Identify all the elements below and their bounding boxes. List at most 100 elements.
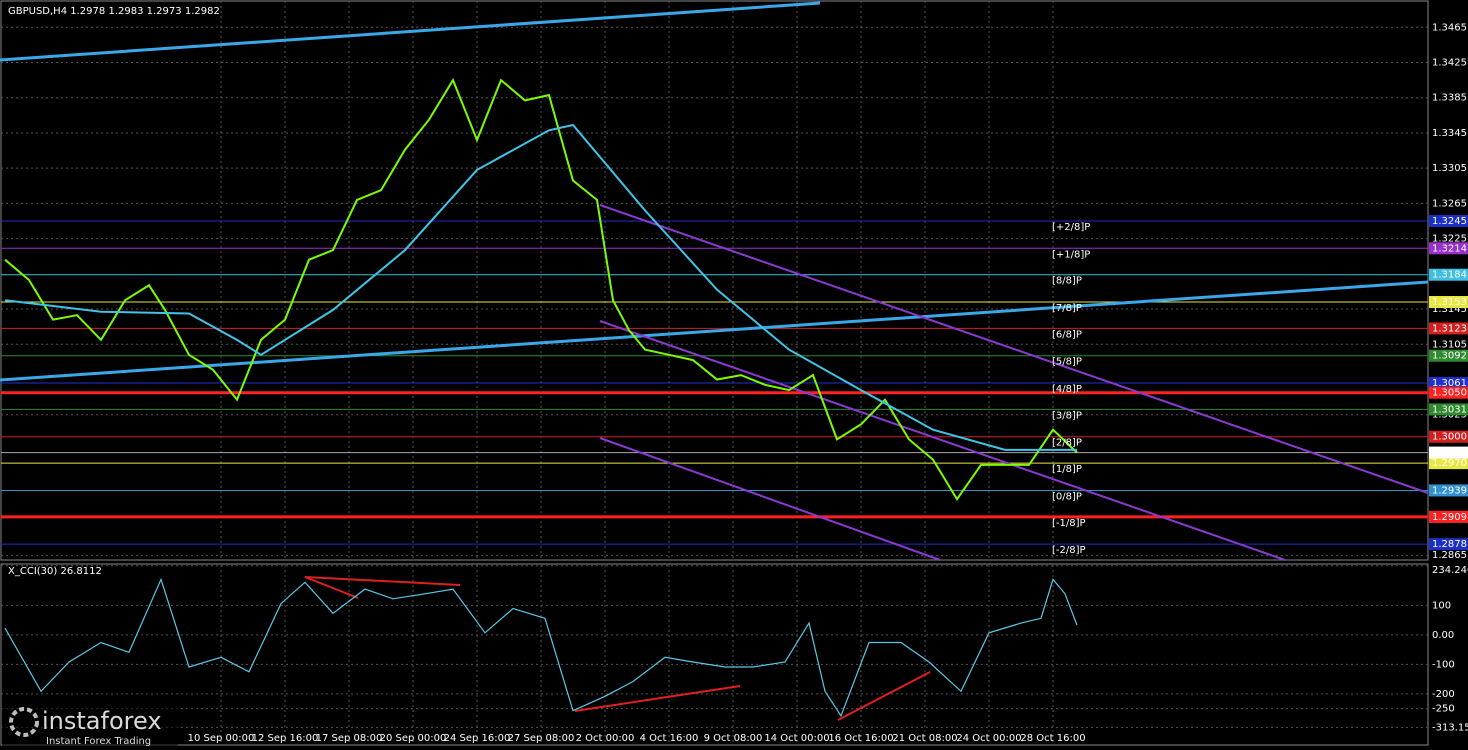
price-box-label: 1.3123 bbox=[1432, 323, 1467, 334]
trend-lines bbox=[0, 1, 1429, 721]
open: 1.2978 bbox=[70, 6, 105, 17]
y-tick-label: -250 bbox=[1432, 704, 1455, 715]
low: 1.2973 bbox=[147, 6, 182, 17]
trend-line bbox=[0, 280, 1429, 382]
y-tick-label: 1.3425 bbox=[1432, 58, 1467, 69]
price-box bbox=[1429, 510, 1468, 523]
level-label: [-2/8]P bbox=[1052, 545, 1086, 556]
channel-line bbox=[599, 320, 1286, 561]
price-box bbox=[1429, 349, 1468, 362]
level-label: [0/8]P bbox=[1052, 491, 1082, 502]
price-box bbox=[1429, 484, 1468, 497]
x-tick-label: 28 Oct 16:00 bbox=[1020, 733, 1085, 744]
grid bbox=[1, 1, 1428, 745]
price-box-label: 1.3092 bbox=[1432, 351, 1467, 362]
x-tick-label: 24 Sep 16:00 bbox=[444, 733, 511, 744]
price-box bbox=[1429, 268, 1468, 281]
price-box-label: 1.3245 bbox=[1432, 216, 1467, 227]
level-label: [5/8]P bbox=[1052, 357, 1082, 368]
tagline: Instant Forex Trading bbox=[46, 736, 151, 747]
price-box bbox=[1429, 296, 1468, 309]
y-tick-label: 1.3345 bbox=[1432, 128, 1467, 139]
level-label: [-1/8]P bbox=[1052, 518, 1086, 529]
level-label: [4/8]P bbox=[1052, 384, 1082, 395]
price-box bbox=[1429, 215, 1468, 228]
series-line bbox=[4, 77, 1078, 502]
last-price-label: 1.2982 bbox=[1432, 448, 1467, 459]
x-tick-label: 10 Sep 00:00 bbox=[188, 733, 255, 744]
channel-line bbox=[599, 437, 941, 561]
chart-title: GBPUSD,H4 1.2978 1.2983 1.2973 1.2982 bbox=[8, 6, 220, 17]
divergence-line bbox=[304, 576, 359, 599]
level-label: [6/8]P bbox=[1052, 329, 1082, 340]
price-box bbox=[1429, 386, 1468, 399]
price-box-label: 1.3050 bbox=[1432, 388, 1467, 399]
price-box-label: 1.2970 bbox=[1432, 458, 1467, 469]
price-panel bbox=[0, 0, 1429, 561]
price-box-label: 1.3061 bbox=[1432, 378, 1467, 389]
series-line bbox=[4, 577, 1078, 718]
x-tick-label: 9 Oct 08:00 bbox=[704, 733, 763, 744]
price-box-label: 1.3153 bbox=[1432, 297, 1467, 308]
y-tick-label: 1.3305 bbox=[1432, 163, 1467, 174]
x-tick-label: 16 Oct 16:00 bbox=[828, 733, 893, 744]
price-box bbox=[1429, 377, 1468, 390]
y-tick-label: 1.3385 bbox=[1432, 93, 1467, 104]
price-box bbox=[1429, 322, 1468, 335]
x-tick-label: 14 Oct 00:00 bbox=[764, 733, 829, 744]
brand: instaforex bbox=[42, 707, 162, 735]
price-box-label: 1.3184 bbox=[1432, 270, 1467, 281]
x-tick-label: 20 Sep 00:00 bbox=[380, 733, 447, 744]
price-box-label: 1.2909 bbox=[1432, 512, 1467, 523]
last-price-box bbox=[1429, 446, 1468, 459]
price-box bbox=[1429, 538, 1468, 551]
cci-panel bbox=[0, 563, 1429, 746]
x-tick-label: 17 Sep 08:00 bbox=[316, 733, 383, 744]
x-tick-label: 2 Oct 00:00 bbox=[576, 733, 635, 744]
y-tick-label: 1.3225 bbox=[1432, 234, 1467, 245]
divergence-line bbox=[304, 576, 461, 586]
indicator-title: X_CCI(30) 26.8112 bbox=[8, 566, 102, 577]
logo bbox=[9, 707, 39, 737]
watermark: instaforex Instant Forex Trading bbox=[2, 704, 178, 748]
level-label: [1/8]P bbox=[1052, 464, 1082, 475]
y-tick-label: 1.2865 bbox=[1432, 550, 1467, 561]
labels: 1.3465 1.3425 1.3385 1.3345 1.3305 1.3265 1.32… bbox=[188, 22, 1468, 744]
price-box-label: 1.3031 bbox=[1432, 404, 1467, 415]
price-box-label: 1.3000 bbox=[1432, 432, 1467, 443]
level-label: [7/8]P bbox=[1052, 303, 1082, 314]
y-tick-label: -100 bbox=[1432, 659, 1455, 670]
price-box-label: 1.2878 bbox=[1432, 539, 1467, 550]
symbol: GBPUSD,H4 bbox=[8, 6, 67, 17]
y-tick-label: -313.1513 bbox=[1432, 722, 1468, 733]
level-label: [2/8]P bbox=[1052, 438, 1082, 449]
y-tick-label: 1.3465 bbox=[1432, 22, 1467, 33]
x-tick-label: 4 Oct 16:00 bbox=[640, 733, 699, 744]
y-tick-label: 100 bbox=[1432, 600, 1451, 611]
y-tick-label: 1.3145 bbox=[1432, 304, 1467, 315]
price-box-label: 1.3214 bbox=[1432, 243, 1467, 254]
x-tick-label: 24 Oct 00:00 bbox=[956, 733, 1021, 744]
y-tick-label: 0.00 bbox=[1432, 630, 1454, 641]
price-box bbox=[1429, 242, 1468, 255]
y-tick-label: 1.3265 bbox=[1432, 198, 1467, 209]
levels bbox=[1, 220, 1428, 545]
y-tick-label: 234.2406 bbox=[1432, 565, 1468, 576]
high: 1.2983 bbox=[108, 6, 143, 17]
trend-line bbox=[0, 1, 821, 62]
x-tick-label: 12 Sep 16:00 bbox=[252, 733, 319, 744]
price-box-label: 1.2939 bbox=[1432, 485, 1467, 496]
level-label: [+1/8]P bbox=[1052, 249, 1090, 260]
level-label: [3/8]P bbox=[1052, 410, 1082, 421]
y-tick-label: -200 bbox=[1432, 689, 1455, 700]
divergence-line bbox=[837, 671, 931, 721]
series-line bbox=[4, 123, 1077, 451]
channel-line bbox=[599, 204, 1429, 494]
price-box bbox=[1429, 403, 1468, 416]
price-box bbox=[1429, 457, 1468, 470]
x-tick-label: 27 Sep 08:00 bbox=[508, 733, 575, 744]
y-tick-label: 1.3105 bbox=[1432, 339, 1467, 350]
